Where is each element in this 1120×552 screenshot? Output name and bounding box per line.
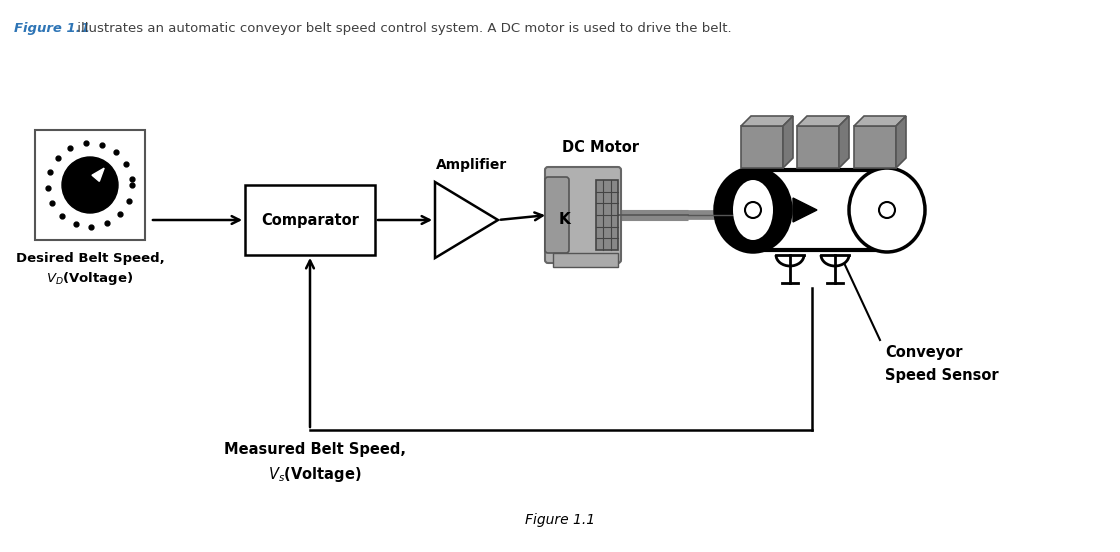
Polygon shape <box>853 116 906 126</box>
Text: K: K <box>559 213 570 227</box>
Text: Comparator: Comparator <box>261 213 358 227</box>
Text: illustrates an automatic conveyor belt speed control system. A DC motor is used : illustrates an automatic conveyor belt s… <box>73 22 731 35</box>
Polygon shape <box>839 116 849 168</box>
Text: Conveyor: Conveyor <box>885 345 962 360</box>
Ellipse shape <box>715 168 791 252</box>
Polygon shape <box>92 168 104 182</box>
FancyBboxPatch shape <box>553 253 618 267</box>
Text: Measured Belt Speed,: Measured Belt Speed, <box>224 442 405 457</box>
FancyBboxPatch shape <box>545 177 569 253</box>
Polygon shape <box>797 116 849 126</box>
Polygon shape <box>435 182 498 258</box>
Text: Figure 1.1: Figure 1.1 <box>525 513 595 527</box>
Text: $V_D$(Voltage): $V_D$(Voltage) <box>46 270 133 287</box>
Text: Amplifier: Amplifier <box>436 158 507 172</box>
FancyBboxPatch shape <box>596 180 618 250</box>
Text: Figure 1.1: Figure 1.1 <box>13 22 90 35</box>
Text: DC Motor: DC Motor <box>561 140 638 155</box>
FancyBboxPatch shape <box>797 126 839 168</box>
Text: Desired Belt Speed,: Desired Belt Speed, <box>16 252 165 265</box>
Text: $V_s$(Voltage): $V_s$(Voltage) <box>269 465 362 484</box>
Text: Speed Sensor: Speed Sensor <box>885 368 999 383</box>
FancyBboxPatch shape <box>245 185 375 255</box>
Polygon shape <box>793 198 816 222</box>
FancyBboxPatch shape <box>545 167 620 263</box>
Ellipse shape <box>732 180 773 240</box>
Polygon shape <box>741 116 793 126</box>
Circle shape <box>62 157 118 213</box>
Circle shape <box>879 202 895 218</box>
Polygon shape <box>896 116 906 168</box>
FancyBboxPatch shape <box>753 172 887 248</box>
FancyBboxPatch shape <box>741 126 783 168</box>
FancyBboxPatch shape <box>35 130 144 240</box>
Polygon shape <box>783 116 793 168</box>
Circle shape <box>745 202 760 218</box>
FancyBboxPatch shape <box>853 126 896 168</box>
Ellipse shape <box>849 168 925 252</box>
